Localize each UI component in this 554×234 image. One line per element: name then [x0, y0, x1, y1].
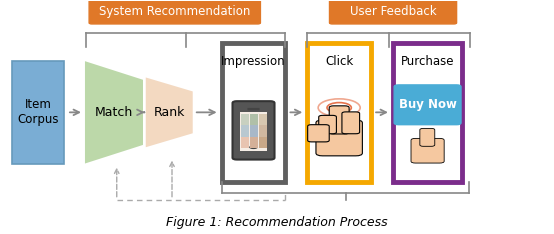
FancyBboxPatch shape — [259, 125, 267, 137]
FancyBboxPatch shape — [316, 120, 362, 156]
FancyBboxPatch shape — [242, 125, 249, 137]
Text: Match: Match — [95, 106, 133, 119]
FancyBboxPatch shape — [307, 43, 371, 182]
Text: Buy Now: Buy Now — [399, 98, 456, 111]
FancyBboxPatch shape — [250, 113, 258, 125]
FancyBboxPatch shape — [12, 61, 64, 164]
Text: Rank: Rank — [153, 106, 185, 119]
Polygon shape — [146, 77, 193, 147]
FancyBboxPatch shape — [259, 137, 267, 148]
FancyBboxPatch shape — [250, 137, 258, 148]
FancyBboxPatch shape — [330, 0, 456, 24]
FancyBboxPatch shape — [233, 101, 275, 160]
FancyBboxPatch shape — [248, 108, 260, 110]
FancyBboxPatch shape — [307, 125, 329, 142]
FancyBboxPatch shape — [250, 125, 258, 137]
FancyBboxPatch shape — [259, 113, 267, 125]
FancyBboxPatch shape — [393, 43, 462, 182]
FancyBboxPatch shape — [420, 128, 435, 146]
Polygon shape — [85, 61, 143, 164]
Circle shape — [249, 145, 258, 149]
Text: Purchase: Purchase — [401, 55, 454, 68]
Text: System Recommendation: System Recommendation — [99, 5, 250, 18]
FancyBboxPatch shape — [240, 112, 267, 151]
Text: User Feedback: User Feedback — [350, 5, 437, 18]
FancyBboxPatch shape — [411, 138, 444, 163]
FancyBboxPatch shape — [242, 113, 249, 125]
Text: Impression: Impression — [221, 55, 286, 68]
FancyBboxPatch shape — [329, 106, 349, 134]
FancyBboxPatch shape — [319, 115, 336, 134]
FancyBboxPatch shape — [242, 137, 249, 148]
FancyBboxPatch shape — [394, 85, 461, 125]
Text: Item
Corpus: Item Corpus — [17, 98, 59, 126]
Text: Figure 1: Recommendation Process: Figure 1: Recommendation Process — [166, 216, 388, 229]
FancyBboxPatch shape — [89, 0, 260, 24]
FancyBboxPatch shape — [342, 112, 360, 134]
Text: Click: Click — [325, 55, 353, 68]
FancyBboxPatch shape — [222, 43, 285, 182]
